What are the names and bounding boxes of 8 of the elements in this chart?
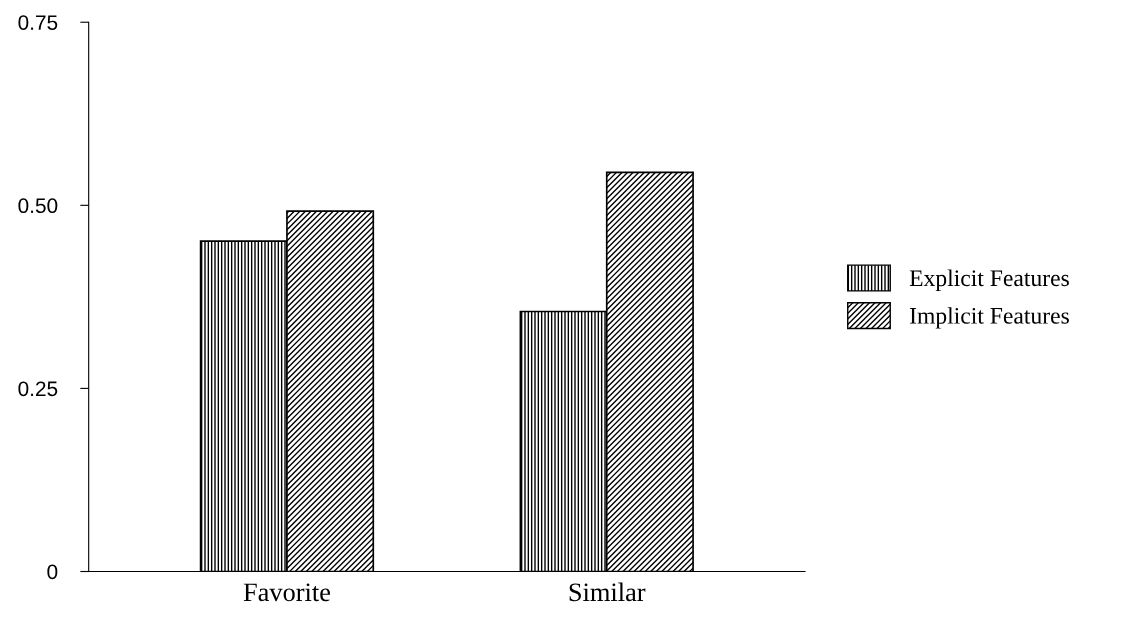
legend-label: Explicit Features: [909, 269, 1069, 291]
x-tick-label: Favorite: [243, 583, 331, 602]
y-tick-label: 0.25: [18, 381, 58, 397]
y-tick-label: 0.75: [18, 15, 58, 30]
y-tick-label: 0: [47, 564, 58, 580]
legend-label: Implicit Features: [909, 307, 1069, 329]
y-tick-label: 0.50: [18, 198, 58, 214]
x-tick-label: Similar: [569, 582, 646, 602]
